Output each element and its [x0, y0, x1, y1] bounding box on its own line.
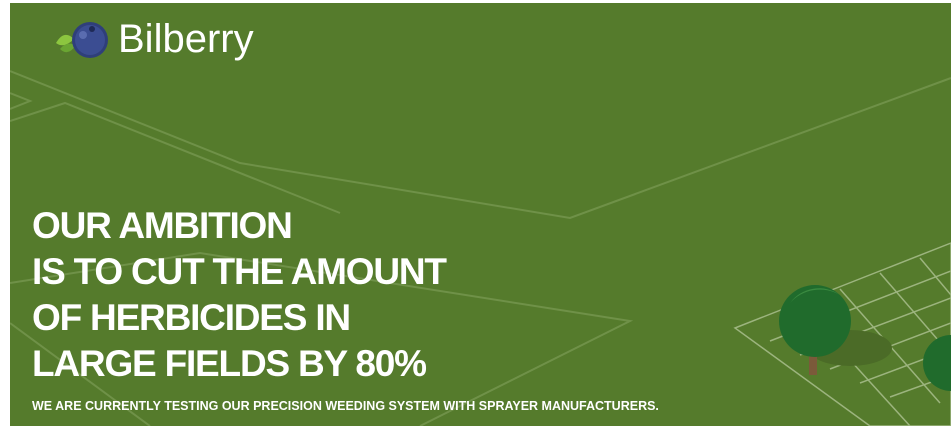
headline-line: LARGE FIELDS BY 80% — [32, 341, 446, 387]
subheadline: WE ARE CURRENTLY TESTING OUR PRECISION W… — [32, 399, 659, 413]
logo[interactable]: Bilberry — [52, 15, 254, 63]
headline: OUR AMBITION IS TO CUT THE AMOUNT OF HER… — [32, 203, 446, 387]
logo-icon — [52, 15, 112, 63]
headline-line: OUR AMBITION — [32, 203, 446, 249]
headline-line: OF HERBICIDES IN — [32, 295, 446, 341]
headline-line: IS TO CUT THE AMOUNT — [32, 249, 446, 295]
hero-banner: Bilberry OUR AMBITION IS TO CUT THE AMOU… — [10, 3, 951, 426]
logo-text: Bilberry — [118, 17, 254, 62]
